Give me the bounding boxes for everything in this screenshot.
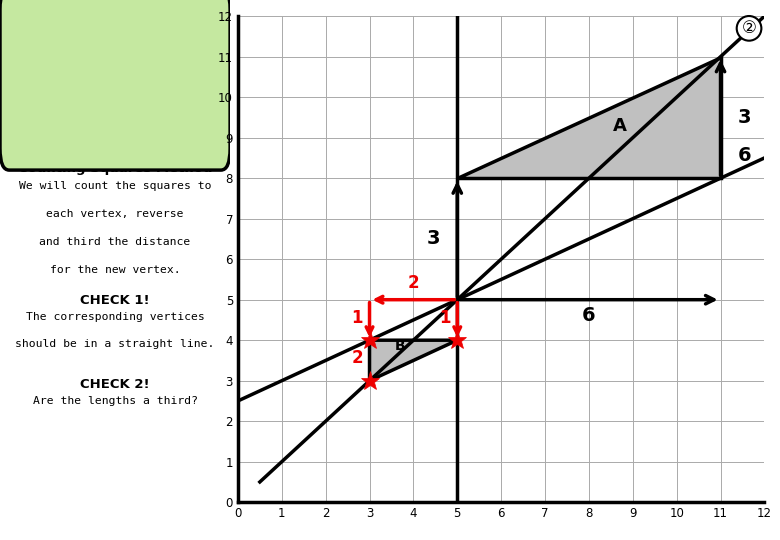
Text: 3: 3 bbox=[427, 230, 440, 248]
Text: centre of enlargement: centre of enlargement bbox=[31, 79, 199, 92]
Text: A: A bbox=[116, 17, 126, 30]
Text: should be in a straight line.: should be in a straight line. bbox=[16, 339, 214, 349]
Text: from a: from a bbox=[94, 64, 136, 77]
Text: The corresponding vertices: The corresponding vertices bbox=[26, 312, 204, 322]
Text: Are the lengths a third?: Are the lengths a third? bbox=[33, 396, 197, 406]
Text: We will count the squares to: We will count the squares to bbox=[19, 181, 211, 191]
Text: CHECK 1!: CHECK 1! bbox=[80, 294, 150, 307]
Polygon shape bbox=[457, 57, 721, 178]
FancyBboxPatch shape bbox=[0, 0, 230, 170]
Text: by a $\mathbf{scale\ factor}$ of  $\mathbf{-\dfrac{1}{3}}$: by a $\mathbf{scale\ factor}$ of $\mathb… bbox=[31, 33, 199, 59]
Text: and third the distance: and third the distance bbox=[40, 237, 190, 247]
Text: 6: 6 bbox=[738, 146, 751, 165]
Text: CHECK 2!: CHECK 2! bbox=[80, 378, 150, 391]
Text: 3: 3 bbox=[738, 108, 751, 127]
Text: 2: 2 bbox=[408, 274, 419, 293]
Text: B: B bbox=[395, 339, 406, 353]
Text: 1: 1 bbox=[352, 309, 363, 327]
Text: Counting Squares Method: Counting Squares Method bbox=[18, 162, 212, 175]
Text: ②: ② bbox=[742, 19, 757, 37]
Polygon shape bbox=[370, 340, 457, 381]
Text: each vertex, reverse: each vertex, reverse bbox=[46, 209, 184, 219]
Text: for the new vertex.: for the new vertex. bbox=[50, 265, 180, 275]
Text: (5,5): (5,5) bbox=[99, 94, 131, 107]
Text: Enlarge Shape: Enlarge Shape bbox=[14, 17, 115, 30]
Text: 2: 2 bbox=[352, 349, 363, 367]
Text: 6: 6 bbox=[582, 306, 596, 326]
Text: 1: 1 bbox=[439, 309, 451, 327]
Text: A: A bbox=[612, 117, 626, 134]
